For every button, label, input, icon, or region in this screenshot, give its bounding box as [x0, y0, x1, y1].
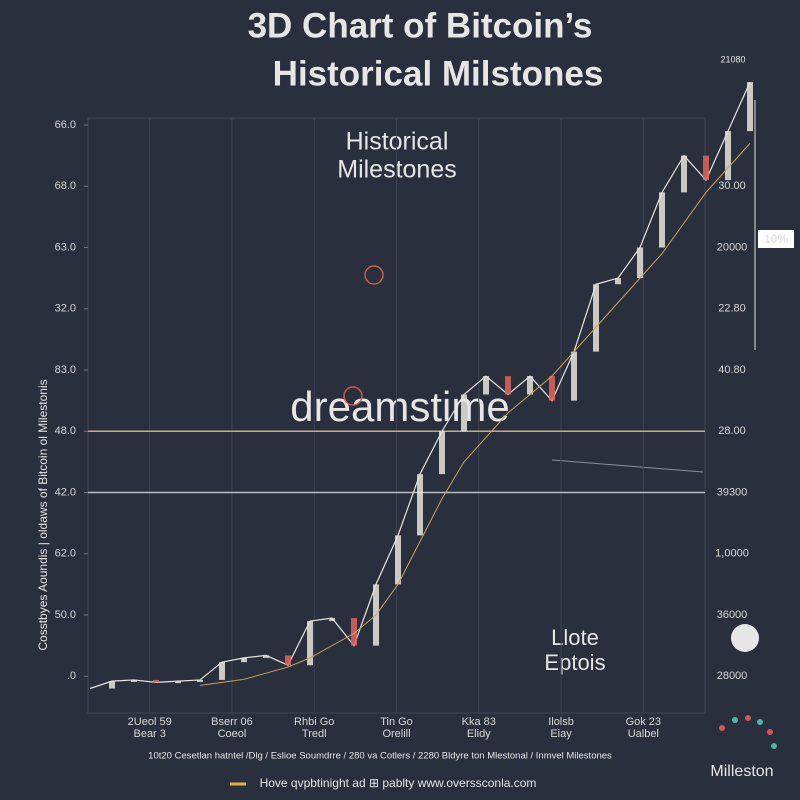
y2-tick-label: 36000	[717, 609, 748, 621]
candle	[109, 681, 115, 689]
y-tick-label: 66.0	[55, 119, 76, 131]
candle	[483, 376, 489, 395]
candle	[329, 618, 335, 622]
y-tick-label: 68.0	[55, 180, 76, 192]
y-tick-label: 83.0	[55, 364, 76, 376]
logo-text: Milleston	[710, 763, 773, 780]
caption: 10t20 Cesetlan hatntel /Dlg / Eslioe Sou…	[148, 751, 612, 762]
candle	[549, 376, 555, 401]
x-tick-label: Bear 3	[133, 728, 165, 740]
y2-tick-label: 39300	[717, 486, 748, 498]
candle	[703, 155, 709, 181]
candle	[659, 192, 665, 248]
marker-circle	[343, 386, 363, 406]
y-tick-label: 63.0	[55, 241, 76, 253]
candle	[219, 662, 225, 680]
candle	[681, 155, 687, 193]
x-tick-label: Tin Go	[380, 716, 413, 728]
coin	[731, 624, 759, 652]
x-tick-label: 2Ueol 59	[128, 716, 172, 728]
decoration-line	[551, 459, 704, 473]
y2-tick-label: 30.00	[718, 180, 746, 192]
marker-circle	[364, 265, 384, 285]
chart-title: Historical Milstones	[273, 54, 604, 93]
x-tick-label: Ilolsb	[548, 716, 574, 728]
y-tick-label: 50.0	[55, 609, 76, 621]
badge-box	[758, 230, 794, 248]
footer: Hove qvpbtinight ad ⊞ pablty www.overssc…	[260, 776, 537, 790]
x-tick-label: Gok 23	[626, 716, 661, 728]
candle	[197, 679, 203, 682]
x-tick-label: Bserr 06	[211, 716, 253, 728]
note: Llote	[551, 625, 599, 650]
x-tick-label: Kka 83	[462, 716, 496, 728]
candle	[285, 655, 291, 666]
candle	[395, 535, 401, 585]
y-tick-label: 42.0	[55, 486, 76, 498]
candle	[351, 618, 357, 646]
top-right-label: 21080	[720, 54, 745, 64]
x-tick-label: Tredl	[302, 728, 327, 740]
candle	[263, 655, 269, 658]
watermark: dreamstime	[290, 383, 509, 430]
y-tick-label: 62.0	[55, 548, 76, 560]
chart-title: 3D Chart of Bitcoin’s	[248, 6, 593, 45]
candle	[461, 394, 467, 432]
candle	[439, 431, 445, 475]
y2-tick-label: 40.80	[718, 364, 746, 376]
badge: 10%	[764, 232, 788, 246]
y2-tick-label: 20000	[717, 241, 748, 253]
x-tick-label: Orelill	[382, 728, 410, 740]
candle	[175, 681, 181, 684]
candle	[131, 679, 137, 682]
x-tick-label: Elidy	[467, 728, 491, 740]
y-tick-label: .0	[67, 670, 76, 682]
x-tick-label: Eiay	[550, 728, 572, 740]
candle	[505, 376, 511, 395]
logo-dots	[719, 715, 777, 749]
y2-tick-label: 28.00	[718, 425, 746, 437]
y-axis-label: Cosstbyes Aoundis | oldaws of Bitcoin ol…	[36, 379, 50, 650]
x-tick-label: Rhbi Go	[294, 716, 334, 728]
candle	[571, 351, 577, 401]
candle	[637, 247, 643, 279]
x-tick-label: Ualbel	[628, 728, 659, 740]
candle	[153, 679, 159, 683]
candle	[725, 131, 731, 181]
candle	[241, 657, 247, 663]
coin-letter: K	[739, 630, 751, 647]
candle	[527, 376, 533, 395]
candle	[593, 284, 599, 352]
trend-line	[199, 143, 751, 686]
y-tick-label: 32.0	[55, 303, 76, 315]
note: Eptois	[544, 650, 605, 675]
y2-tick-label: 1,0000	[715, 548, 749, 560]
y2-tick-label: 28000	[717, 670, 748, 682]
x-tick-label: Coeol	[218, 728, 247, 740]
candle	[417, 474, 423, 536]
y-tick-label: 48.0	[55, 425, 76, 437]
candle	[615, 278, 621, 285]
y2-tick-label: 22.80	[718, 303, 746, 315]
candle	[747, 82, 753, 132]
candle	[307, 621, 313, 666]
